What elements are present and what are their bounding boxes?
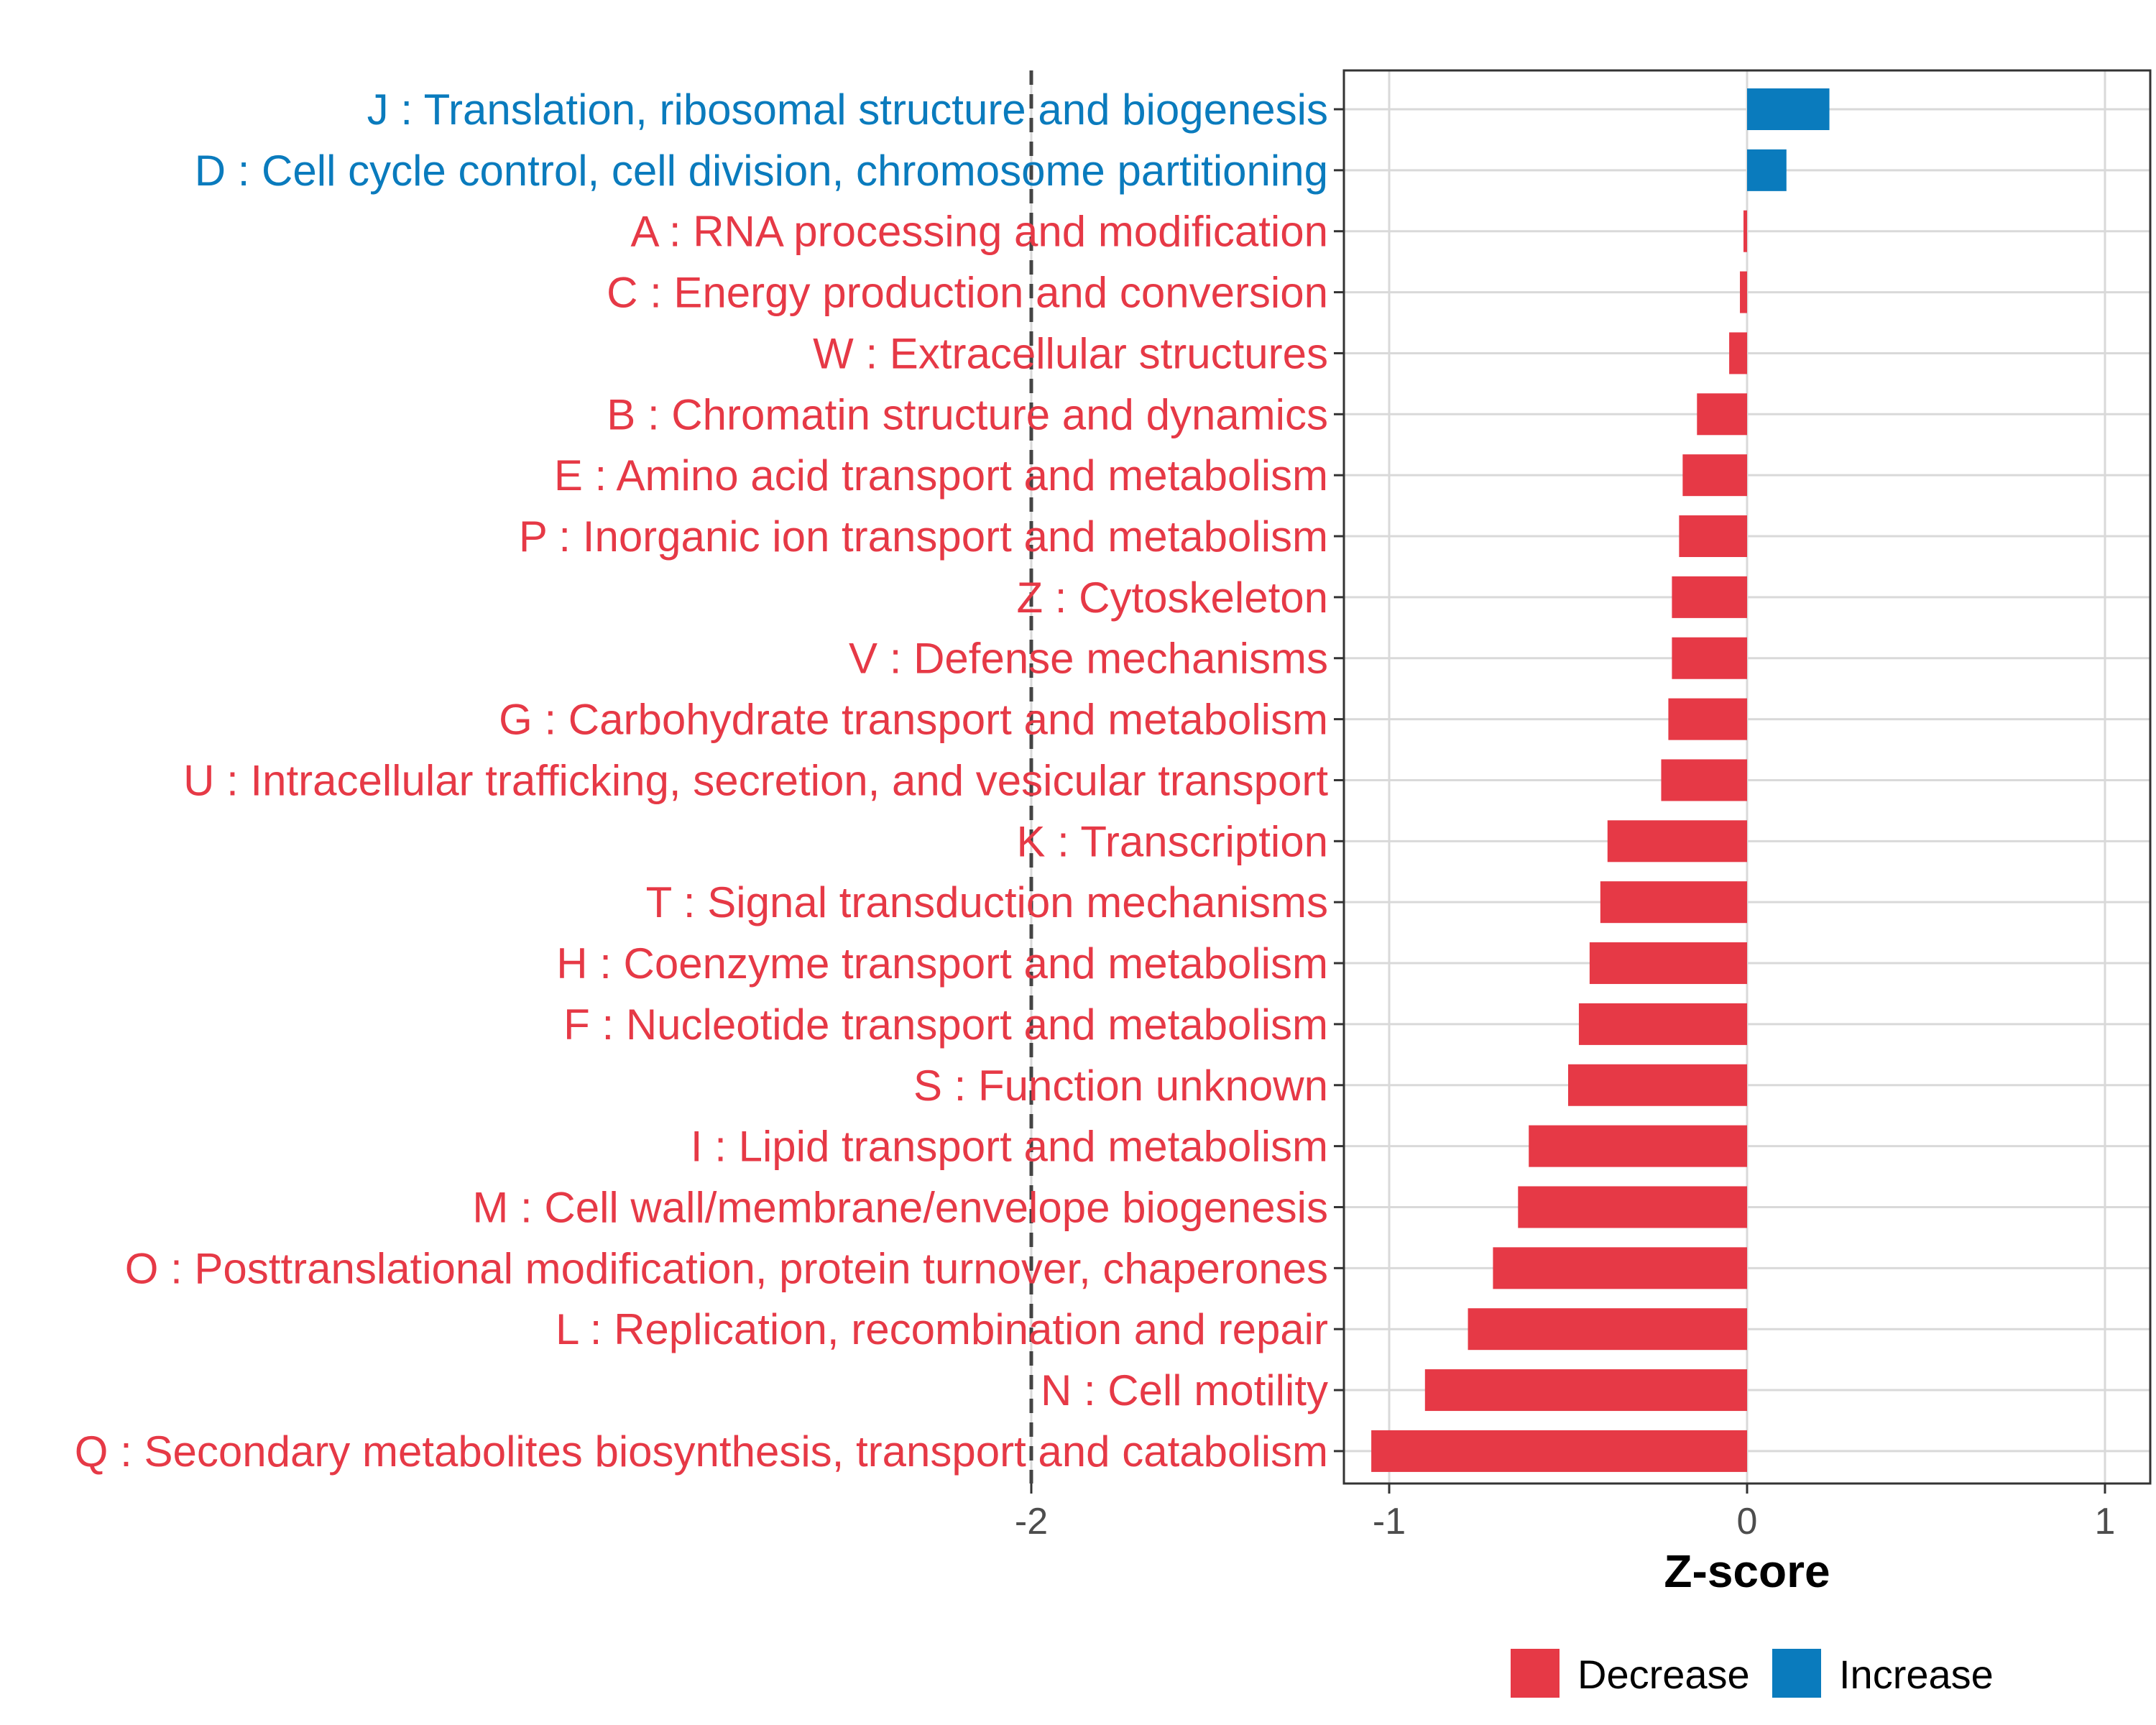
bar — [1589, 942, 1747, 985]
y-tick-label: Z : Cytoskeleton — [1016, 574, 1328, 622]
x-axis-ticks — [1030, 1484, 2106, 1494]
y-tick-label: W : Extracellular structures — [813, 329, 1328, 377]
y-tick-label: H : Coenzyme transport and metabolism — [556, 939, 1328, 988]
legend-swatch-increase — [1772, 1649, 1821, 1698]
bar — [1668, 698, 1747, 740]
y-tick-label: T : Signal transduction mechanisms — [646, 878, 1328, 926]
bar — [1518, 1186, 1747, 1228]
bar — [1529, 1125, 1747, 1167]
y-tick-label: E : Amino acid transport and metabolism — [554, 451, 1328, 500]
bar — [1743, 210, 1747, 252]
y-tick-label: U : Intracellular trafficking, secretion… — [183, 756, 1328, 804]
y-axis-ticks — [1334, 108, 1344, 1453]
y-tick-label: B : Chromatin structure and dynamics — [607, 390, 1328, 438]
bar — [1672, 576, 1747, 618]
y-tick-label: Q : Secondary metabolites biosynthesis, … — [75, 1427, 1328, 1476]
y-tick-label: V : Defense mechanisms — [849, 635, 1328, 683]
legend: Decrease Increase — [1511, 1649, 1994, 1698]
bars — [1371, 88, 1830, 1472]
x-tick-label: -2 — [1015, 1501, 1048, 1542]
y-tick-label: S : Function unknown — [913, 1062, 1328, 1110]
bar — [1729, 332, 1747, 374]
bar — [1578, 1003, 1747, 1045]
bar — [1682, 454, 1747, 497]
y-tick-label: F : Nucleotide transport and metabolism — [563, 1000, 1328, 1049]
y-tick-label: C : Energy production and conversion — [607, 269, 1328, 317]
legend-label-increase: Increase — [1839, 1652, 1994, 1697]
bar — [1697, 393, 1747, 436]
bar — [1568, 1064, 1747, 1106]
bar — [1424, 1369, 1747, 1412]
bar — [1371, 1430, 1747, 1472]
x-axis-labels: -2-1012 — [1015, 1501, 2116, 1542]
bar — [1672, 637, 1747, 679]
y-tick-label: O : Posttranslational modification, prot… — [125, 1244, 1328, 1292]
bar — [1607, 820, 1747, 862]
y-tick-label: P : Inorganic ion transport and metaboli… — [519, 512, 1328, 561]
y-tick-label: J : Translation, ribosomal structure and… — [367, 86, 1328, 134]
x-tick-label: -1 — [1373, 1501, 1406, 1542]
bar — [1600, 881, 1747, 924]
bar — [1747, 149, 1787, 191]
y-tick-label: I : Lipid transport and metabolism — [691, 1123, 1328, 1171]
y-tick-label: D : Cell cycle control, cell division, c… — [195, 147, 1328, 195]
x-axis-title: Z-score — [1664, 1545, 1830, 1597]
y-tick-label: L : Replication, recombination and repai… — [556, 1305, 1328, 1353]
y-tick-label: A : RNA processing and modification — [630, 208, 1328, 256]
legend-swatch-decrease — [1511, 1649, 1560, 1698]
y-tick-label: N : Cell motility — [1041, 1366, 1328, 1414]
bar — [1493, 1247, 1747, 1289]
x-tick-label: 0 — [1737, 1501, 1758, 1542]
x-tick-label: 1 — [2095, 1501, 2116, 1542]
bar — [1679, 515, 1747, 558]
y-tick-label: M : Cell wall/membrane/envelope biogenes… — [472, 1183, 1328, 1231]
y-tick-label: G : Carbohydrate transport and metabolis… — [499, 696, 1328, 744]
bar — [1747, 88, 1830, 130]
y-tick-label: K : Transcription — [1016, 817, 1328, 865]
bar — [1740, 271, 1747, 313]
legend-label-decrease: Decrease — [1577, 1652, 1750, 1697]
y-axis-labels: J : Translation, ribosomal structure and… — [75, 86, 1329, 1476]
bar — [1468, 1308, 1747, 1351]
bar — [1661, 759, 1747, 801]
